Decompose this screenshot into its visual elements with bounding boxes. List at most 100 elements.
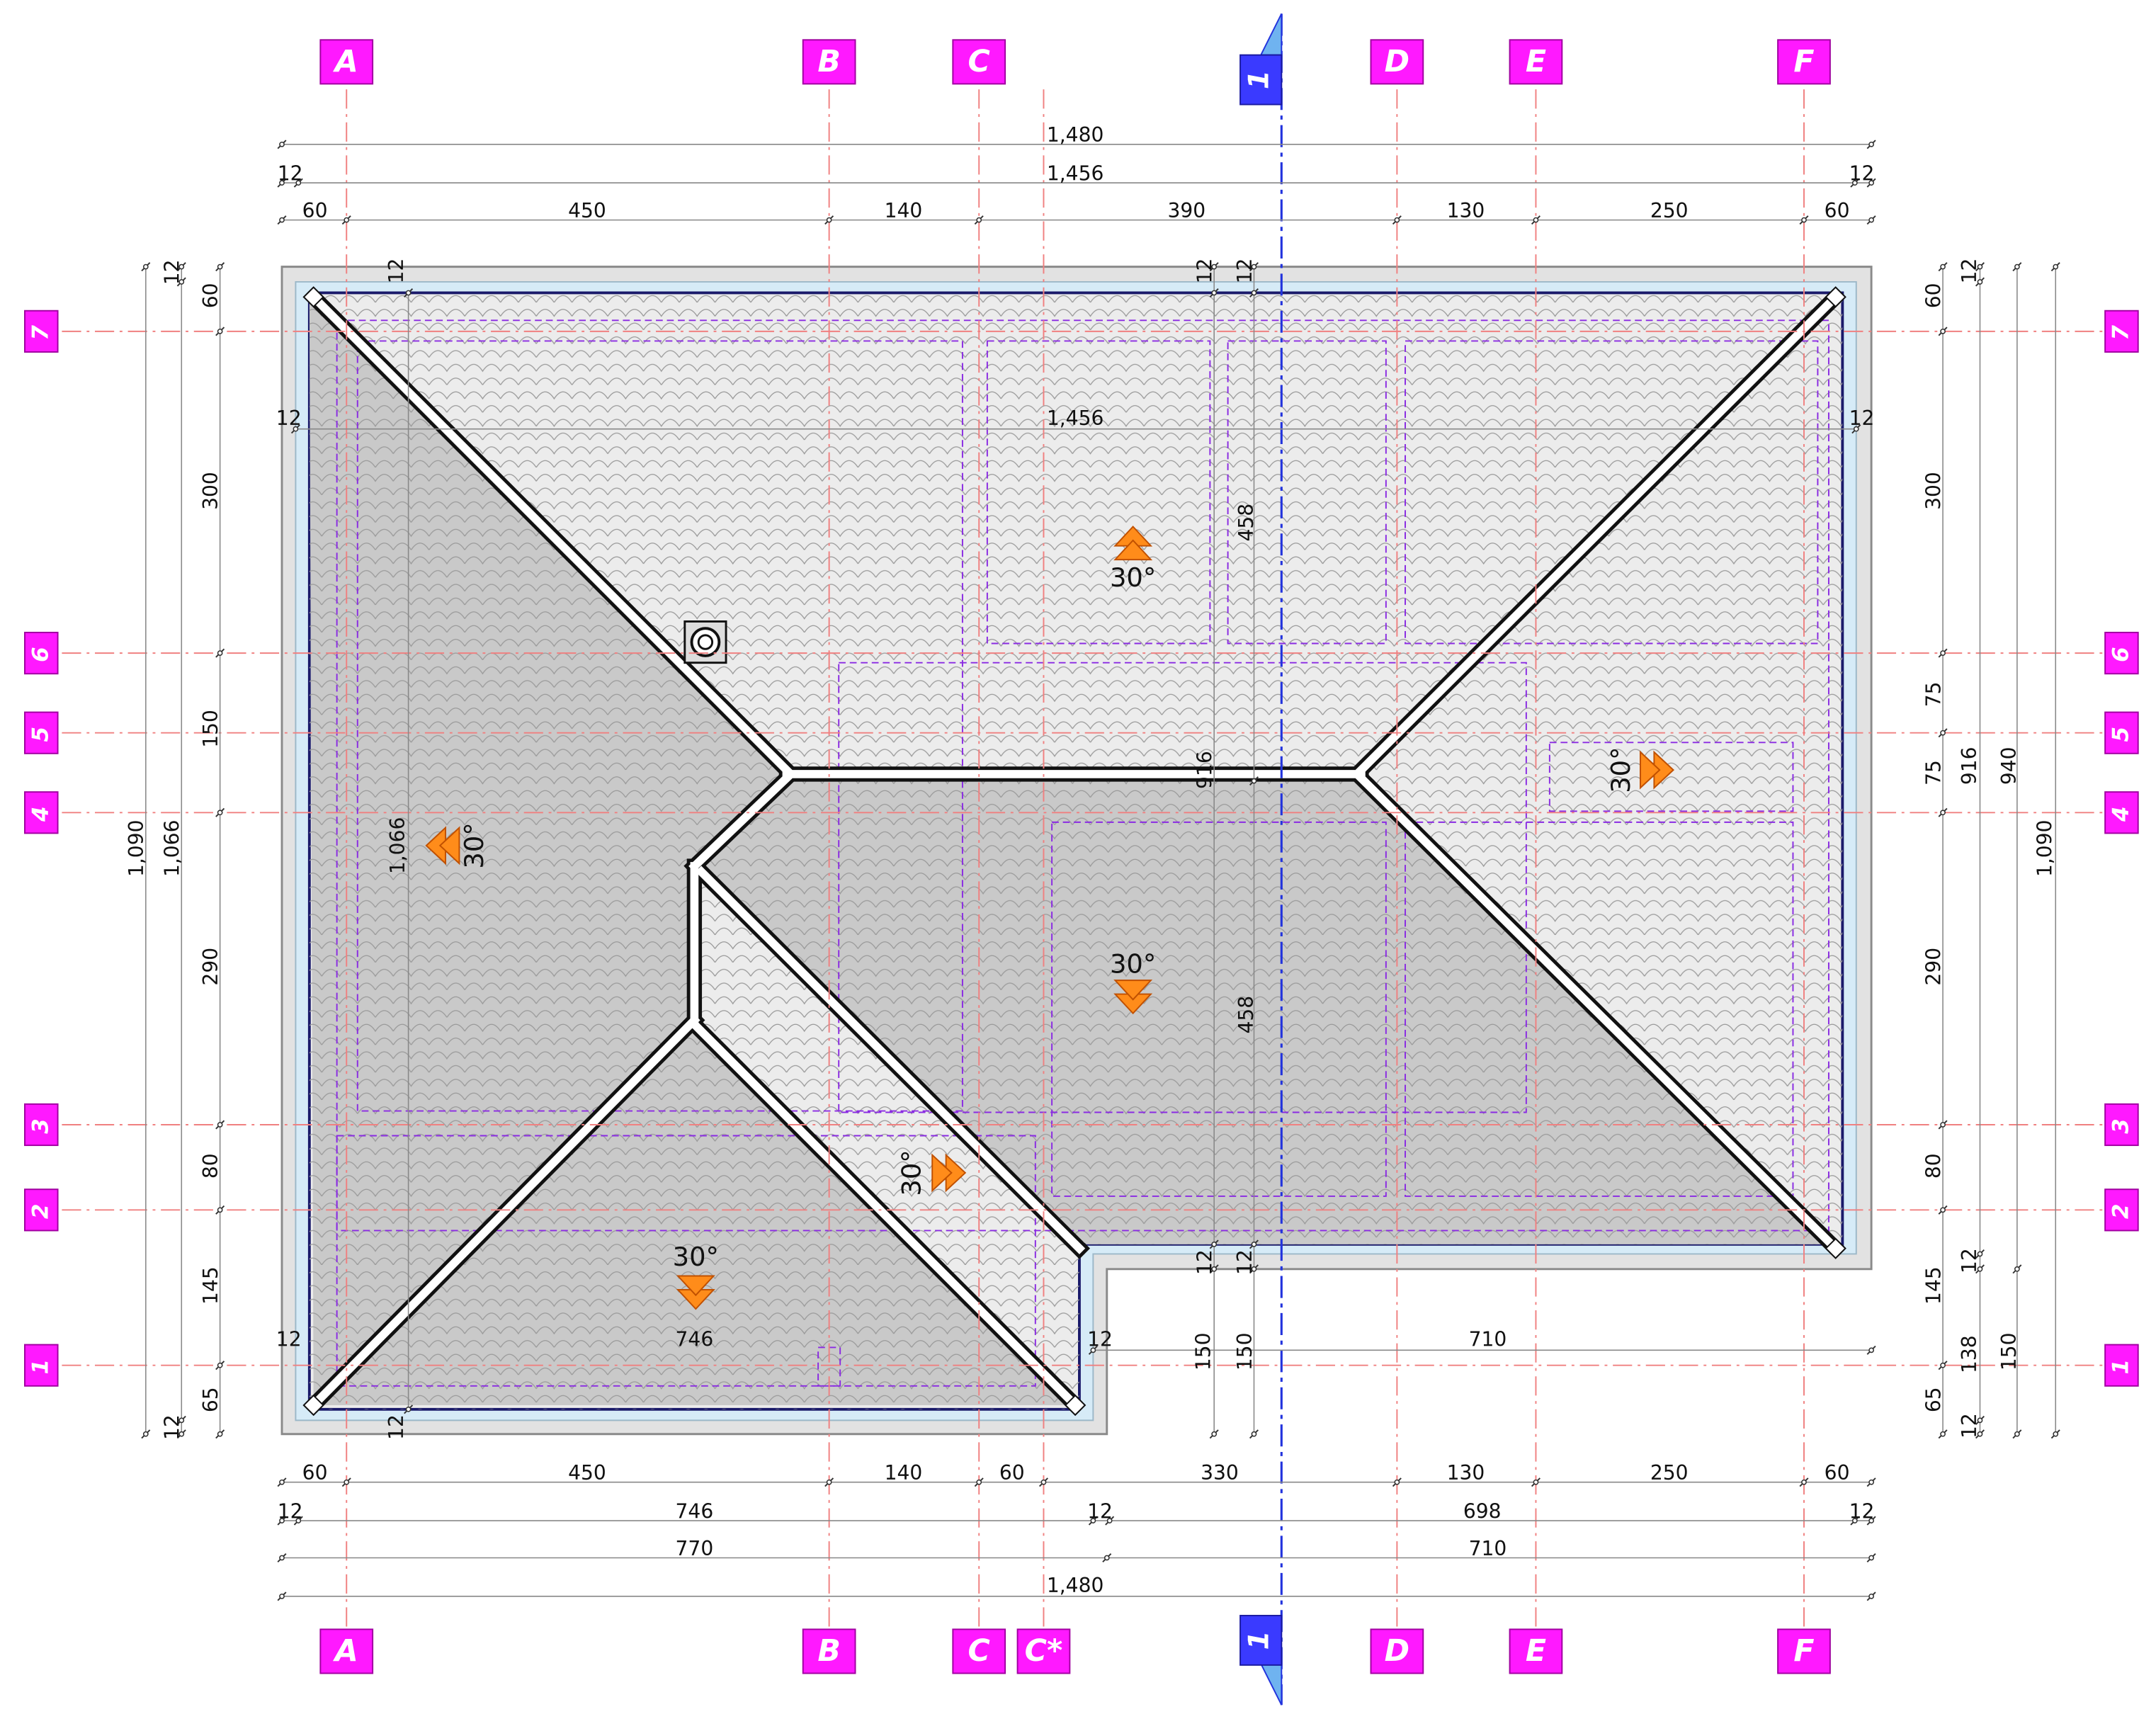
dimension-node [1103,1555,1110,1561]
dimension-node [1868,1555,1875,1561]
dimension-node [1851,180,1858,186]
slope-arrow-head [931,1153,953,1193]
dimension-text: 150 [199,710,222,748]
grid-label: E [1526,44,1546,79]
slope-label: 30° [1606,747,1636,793]
dimension-node [178,1417,185,1424]
slope-arrow-head [438,826,460,865]
grid-label-box [802,1628,856,1674]
section-arrow [1259,13,1283,56]
dimension-node [826,1479,832,1485]
grid-label-box [2104,791,2139,834]
grid-label: 1 [2108,1359,2133,1375]
grid-label: 6 [28,647,53,662]
dimension-node [1040,1479,1047,1485]
dimension-text: 12 [385,1414,408,1440]
grid-label-box [319,39,374,85]
ridge-end [302,1394,324,1417]
grid-label: 1 [28,1359,53,1375]
dimension-node [142,1431,149,1437]
dimension-node [1868,141,1875,147]
grid-label-box [2104,1188,2139,1232]
grid-label: 7 [28,325,53,341]
dimension-text: 250 [1650,1461,1689,1485]
dimension-text: 75 [1922,760,1945,785]
grid-label: 3 [2108,1118,2133,1134]
dimension-node [217,1207,223,1213]
dimension-node [344,1479,350,1485]
dimension-text: 450 [568,1461,606,1485]
dimension-node [1977,1431,1983,1437]
dimension-node [178,1431,185,1437]
dimension-text: 60 [999,1461,1025,1485]
dimension-node [405,290,412,296]
grid-label-box [952,1628,1006,1674]
dimension-node [1940,810,1946,816]
dimension-node [826,217,832,223]
grid-lines [62,13,2104,1706]
grid-label: 4 [2108,806,2133,822]
dimension-node [976,1479,982,1485]
dashed-zones [336,319,1829,1387]
grid-label: E [1526,1633,1546,1669]
dimension-node [1090,1347,1096,1353]
dimension-node [1211,290,1218,296]
slope-arrow [425,826,460,865]
dimension-node [279,1555,285,1561]
grid-label-box [2104,310,2139,353]
dimension-node [1868,217,1875,223]
dimension-node [1251,1266,1257,1272]
dimension-node [217,263,223,270]
ridge-end [1065,1394,1086,1417]
dimension-text: 12 [385,259,408,284]
grid-label-box [24,791,59,834]
ridge-fill [307,1014,700,1412]
grid-label: 4 [28,806,53,822]
slope-label: 30° [1110,948,1156,979]
dimension-node [1868,1518,1875,1523]
dimension-text: 12 [1849,162,1875,186]
dimension-node [1940,328,1946,334]
grid-label-box [2104,1344,2139,1387]
dimension-node [1533,1479,1539,1485]
ridges [302,286,1846,1417]
grid-label-box [802,39,856,85]
dimension-text: 130 [1447,1461,1485,1485]
dimension-node [178,263,185,270]
slope-arrow-head [1113,539,1153,561]
dimension-node [1977,1251,1983,1257]
slope-arrow [1113,980,1153,1015]
grid-label-box [1777,1628,1831,1674]
grid-label: 2 [28,1203,53,1219]
dimension-node [279,180,285,186]
dimension-node [1211,1241,1218,1247]
slope-arrow-head [1640,750,1661,790]
dimension-text: 60 [199,283,222,308]
grid-label-box [1016,1628,1071,1674]
section-box [1239,54,1283,106]
section-arrow [1259,1662,1283,1706]
dimension-text: 150 [1233,1332,1256,1370]
grid-label: A [333,1633,358,1669]
dimension-text: 1,066 [386,817,409,875]
dimension-node [1940,263,1946,270]
dimension-node [142,263,149,270]
dimension-text: 75 [1922,681,1945,707]
dimension-text: 290 [1922,948,1945,986]
grid-label: C [968,1633,990,1669]
grid-label-box [24,1103,59,1147]
dimension-text: 12 [278,1499,303,1523]
grid-label: 5 [2108,727,2133,742]
dimension-node [1211,1431,1218,1437]
slope-label: 30° [1110,562,1156,593]
slope-arrow [931,1153,967,1193]
slope-arrow [1113,526,1153,561]
dimension-text: 12 [161,259,184,285]
dimension-text: 450 [568,199,606,222]
grid-label-box [1777,39,1831,85]
grid-label: C* [1025,1633,1063,1669]
grid-label-box [1370,39,1424,85]
dimension-text: 12 [1958,1248,1981,1273]
